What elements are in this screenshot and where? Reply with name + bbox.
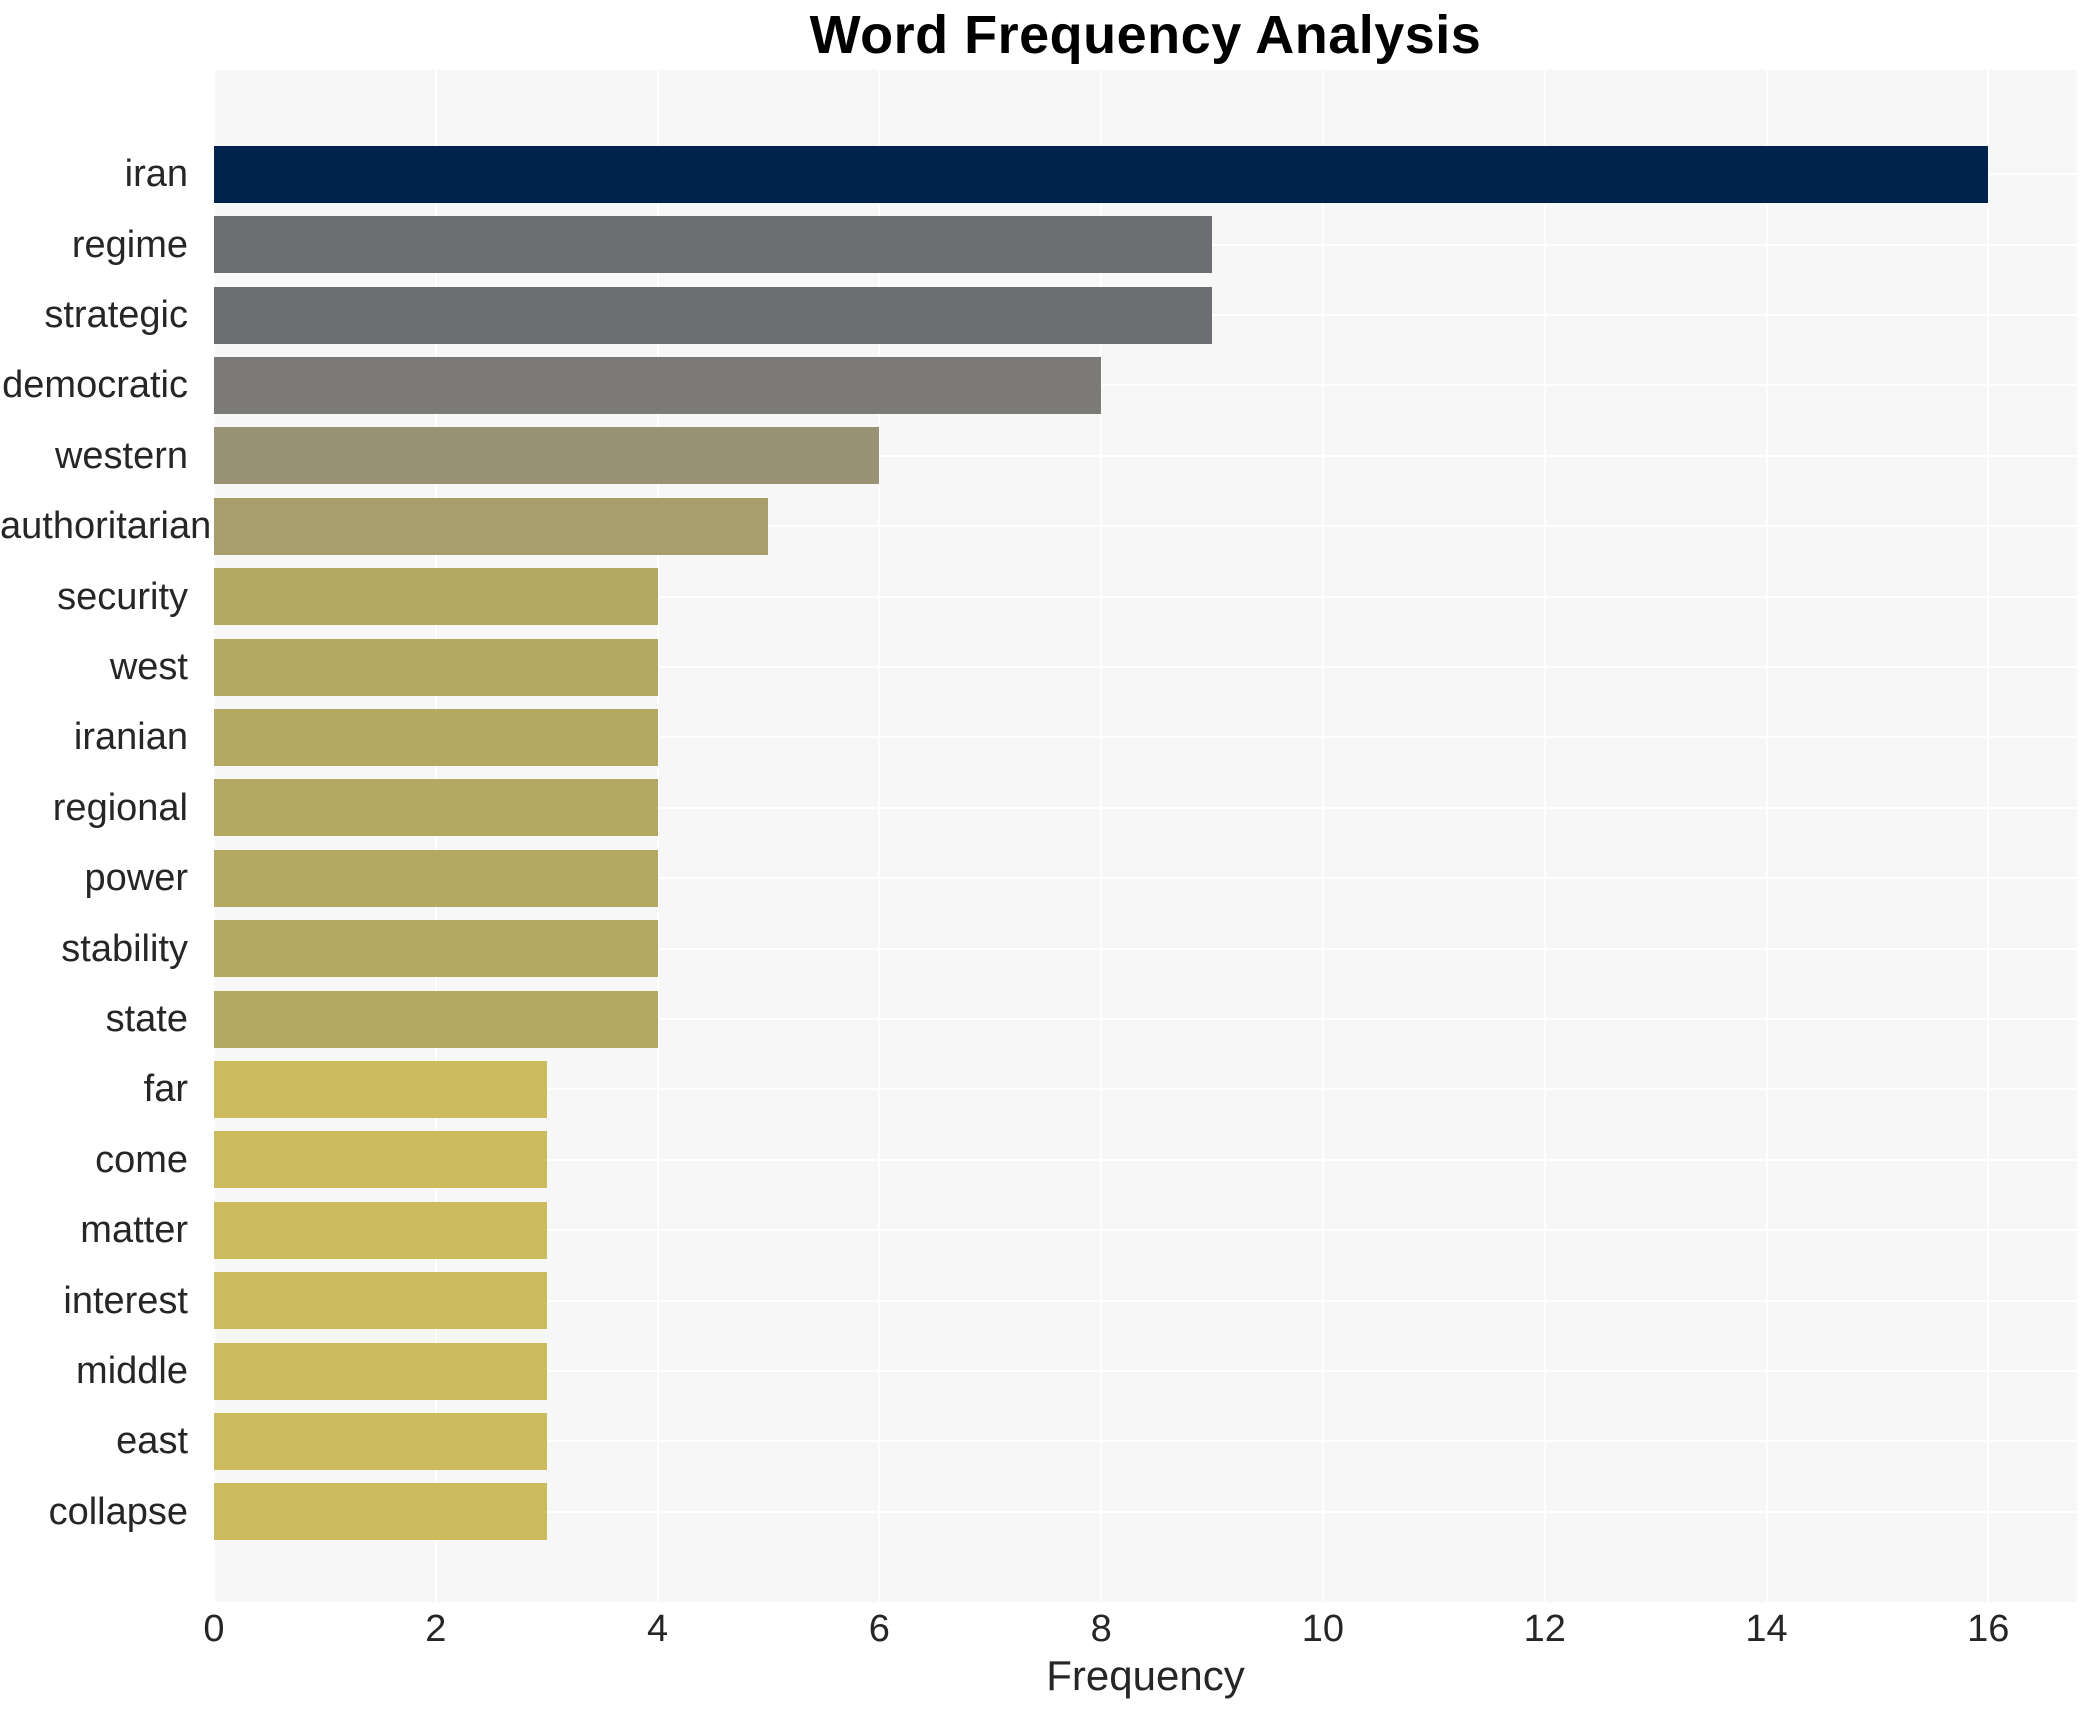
y-tick-label-matter: matter [80,1209,188,1252]
x-axis-ticks: 0 2 4 6 8 10 12 14 16 [203,1608,2077,1652]
y-tick-label-strategic: strategic [44,294,188,336]
y-tick-label-interest: interest [63,1279,188,1322]
bar-far [214,1060,547,1118]
x-tick-label-6: 6 [868,1608,890,1650]
y-tick-label-collapse: collapse [48,1490,188,1533]
bar-iran [214,145,1989,203]
vertical-gridline-8 [1100,70,1103,1602]
horizontal-gridline [214,806,2077,809]
vertical-gridline-16 [1987,70,1990,1602]
y-tick-label-authoritarian: authoritarian [0,505,212,548]
vertical-gridline-12 [1543,70,1546,1602]
y-tick-label-western: western [54,434,188,477]
horizontal-gridline [214,736,2077,739]
bar-regional [214,779,658,837]
y-tick-label-stability: stability [61,927,188,970]
bar-authoritarian [214,497,769,555]
vertical-gridline-4 [656,70,659,1602]
chart-title: Word Frequency Analysis [809,5,1482,65]
horizontal-gridline [214,666,2077,668]
bar-security [214,568,658,626]
x-tick-label-2: 2 [425,1608,447,1650]
x-tick-label-4: 4 [646,1608,669,1650]
bar-western [214,427,880,485]
horizontal-gridline [214,877,2077,880]
horizontal-gridline [214,1018,2077,1020]
vertical-gridline-10 [1321,70,1324,1602]
bar-regime [214,216,1213,274]
y-tick-label-democratic: democratic [2,364,188,407]
x-tick-label-16: 16 [1967,1608,2010,1650]
plot-area [213,70,2077,1602]
bar-iranian [214,708,658,766]
horizontal-gridline [214,1229,2077,1232]
vertical-gridline-14 [1765,70,1768,1602]
bar-east [214,1412,547,1470]
y-tick-label-east: east [116,1420,188,1463]
horizontal-gridline [214,1370,2077,1372]
horizontal-gridline [214,384,2077,387]
y-tick-label-come: come [95,1138,188,1181]
x-tick-label-14: 14 [1745,1608,1788,1650]
y-tick-label-regime: regime [71,223,188,266]
bar-state [214,990,658,1048]
horizontal-gridline [214,1088,2077,1091]
bar-power [214,849,658,907]
bar-matter [214,1201,547,1259]
horizontal-gridline [214,1510,2077,1513]
y-tick-label-far: far [143,1068,188,1111]
y-tick-label-iran: iran [124,153,188,196]
vertical-gridline-6 [878,70,881,1602]
bar-strategic [214,286,1213,344]
horizontal-gridline [214,595,2077,598]
horizontal-gridline [214,525,2077,528]
x-tick-label-10: 10 [1301,1608,1345,1650]
bar-democratic [214,356,1102,414]
bar-stability [214,920,658,978]
bar-come [214,1131,547,1189]
x-axis-label: Frequency [1046,1652,1245,1699]
y-tick-label-middle: middle [76,1350,188,1392]
horizontal-gridline [214,1158,2077,1161]
y-tick-label-state: state [105,998,188,1040]
horizontal-gridline [214,454,2077,457]
x-tick-label-12: 12 [1523,1608,1566,1650]
horizontal-gridline [214,947,2077,950]
y-tick-label-power: power [84,857,189,900]
x-tick-label-0: 0 [203,1608,225,1650]
bar-middle [214,1342,547,1400]
y-tick-label-iranian: iranian [73,716,188,759]
bar-interest [214,1272,547,1330]
bar-collapse [214,1483,547,1541]
horizontal-gridline [214,1299,2077,1302]
y-axis-labels: iran regime strategic democratic western auth… [0,70,212,1602]
horizontal-gridline [214,1440,2077,1443]
x-tick-label-8: 8 [1090,1608,1112,1650]
y-tick-label-security: security [57,575,188,618]
bar-west [214,638,658,696]
y-tick-label-west: west [109,646,188,688]
y-tick-label-regional: regional [52,786,188,829]
